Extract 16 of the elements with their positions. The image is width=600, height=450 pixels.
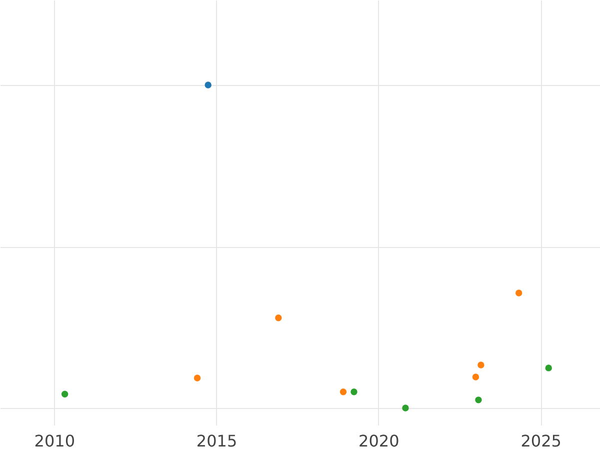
point <box>402 404 409 412</box>
x-tick-label: 2025 <box>520 432 562 450</box>
point <box>475 396 482 404</box>
point <box>204 82 212 88</box>
point <box>545 364 552 372</box>
x-tick-label: 2020 <box>358 432 400 450</box>
x-tick-label: 2015 <box>196 432 238 450</box>
point <box>194 374 201 382</box>
x-tick-label: 2010 <box>34 432 76 450</box>
point <box>478 362 484 368</box>
point <box>275 314 282 322</box>
point <box>340 388 347 396</box>
point <box>61 390 68 398</box>
point <box>472 374 480 380</box>
point <box>350 388 358 396</box>
point <box>516 290 522 296</box>
